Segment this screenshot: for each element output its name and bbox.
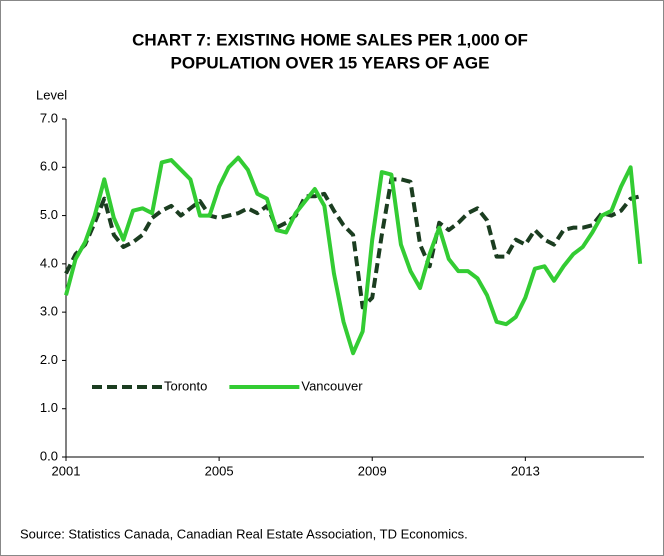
x-tick-label: 2001 — [52, 463, 81, 478]
y-tick-label: 4.0 — [40, 255, 58, 270]
y-tick-label: 3.0 — [40, 304, 58, 319]
chart-title: POPULATION OVER 15 YEARS OF AGE — [171, 53, 490, 72]
series-line — [64, 177, 641, 310]
y-axis-label: Level — [36, 87, 67, 102]
x-tick-label: 2005 — [205, 463, 234, 478]
y-tick-label: 5.0 — [40, 207, 58, 222]
chart-title: CHART 7: EXISTING HOME SALES PER 1,000 O… — [132, 30, 528, 49]
y-tick-label: 7.0 — [40, 110, 58, 125]
y-tick-label: 1.0 — [40, 400, 58, 415]
y-tick-label: 6.0 — [40, 159, 58, 174]
source-note: Source: Statistics Canada, Canadian Real… — [20, 526, 468, 541]
x-tick-label: 2009 — [358, 463, 387, 478]
legend-label: Vancouver — [301, 378, 363, 393]
x-tick-label: 2013 — [511, 463, 540, 478]
series-line — [64, 155, 643, 356]
y-tick-label: 0.0 — [40, 448, 58, 463]
y-tick-label: 2.0 — [40, 352, 58, 367]
legend-label: Toronto — [164, 378, 207, 393]
